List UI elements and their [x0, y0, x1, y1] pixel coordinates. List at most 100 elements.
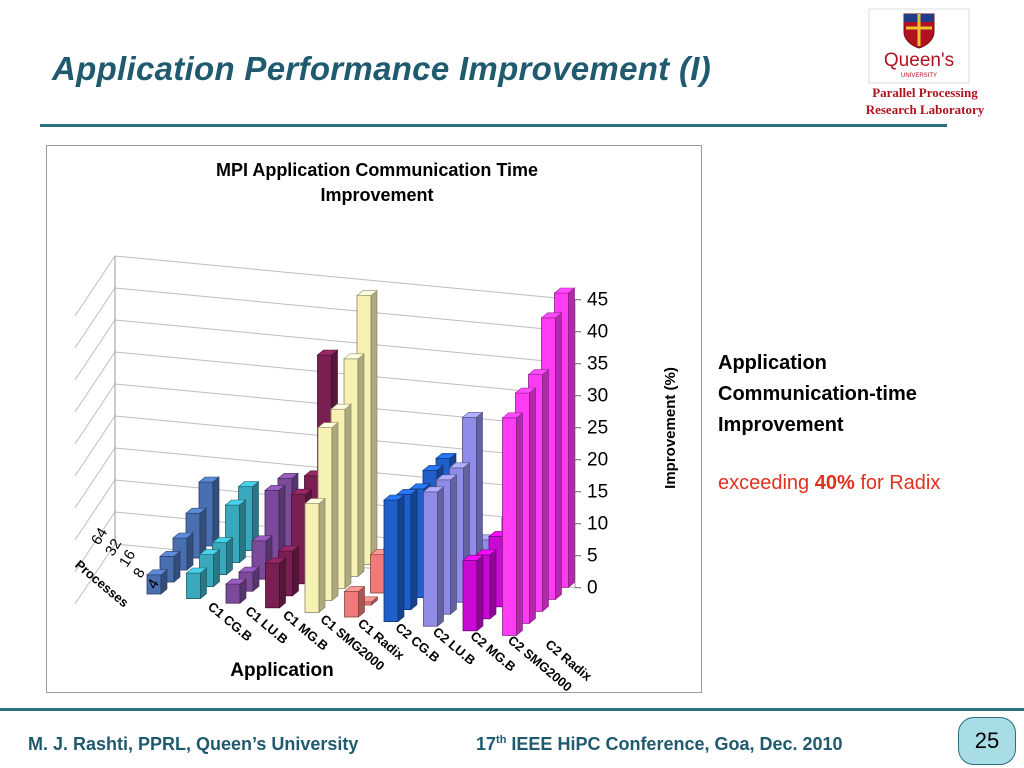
bar-top-face	[238, 566, 260, 573]
bar-c2-lu-b-p4	[383, 494, 405, 623]
depth-tick-label: 64	[88, 525, 111, 548]
bar-side-face	[568, 287, 575, 589]
chart-title-line1: MPI Application Communication Time	[216, 160, 538, 180]
chart-bars	[146, 287, 576, 637]
bar-c1-lu-b-p4	[185, 567, 208, 600]
grid-line	[74, 383, 116, 445]
bar-top-face	[356, 290, 378, 296]
side-highlight-pre: exceeding	[718, 472, 815, 494]
y-tick-label: 40	[587, 322, 608, 343]
bar-side-face	[370, 289, 378, 566]
bar-front-face	[502, 417, 517, 636]
y-tick-label: 5	[587, 546, 598, 567]
bar-top-face	[304, 498, 326, 504]
svg-text:Queen's: Queen's	[884, 50, 954, 71]
grid-line	[114, 255, 576, 301]
bar-top-face	[461, 412, 484, 418]
bar-front-face	[265, 562, 280, 609]
bar-top-face	[264, 557, 287, 564]
bar-top-face	[462, 555, 484, 561]
bar-top-face	[146, 569, 168, 576]
side-line-2: Communication-time	[718, 383, 917, 405]
bar-side-face	[212, 476, 220, 547]
grid-line	[74, 415, 116, 477]
bar-side-face	[437, 486, 444, 627]
side-line-1: Application	[718, 352, 827, 374]
depth-tick-label: 16	[116, 547, 139, 570]
bar-top-face	[185, 507, 207, 514]
bar-top-face	[317, 422, 339, 428]
bar-side-face	[397, 494, 405, 623]
bar-top-face	[475, 549, 497, 556]
footer-conference-sup: th	[496, 734, 507, 746]
bar-side-face	[186, 532, 194, 571]
bar-top-face	[277, 473, 299, 479]
side-highlight: exceeding 40% for Radix	[718, 472, 940, 495]
bar-top-face	[172, 532, 194, 539]
queens-logo: Queen's UNIVERSITY	[868, 8, 970, 84]
grid-line	[114, 319, 576, 365]
bar-c2-smg2000-p4	[462, 554, 484, 632]
chart-3d-column: MPI Application Communication Time Improv…	[72, 160, 679, 695]
page-number: 25	[958, 717, 1016, 765]
bar-front-face	[370, 554, 385, 594]
y-tick-label: 45	[587, 290, 608, 311]
bar-front-face	[462, 559, 478, 632]
footer-conference: 17th IEEE HiPC Conference, Goa, Dec. 201…	[476, 734, 843, 755]
side-highlight-post: for Radix	[854, 472, 941, 494]
x-tick-label: C1 MG.B	[280, 607, 331, 653]
bar-top-face	[198, 549, 221, 555]
footer-divider	[0, 708, 1024, 711]
bar-top-face	[237, 481, 260, 487]
bar-side-face	[239, 499, 246, 564]
grid-line	[74, 511, 116, 573]
grid-line	[74, 287, 116, 349]
slide-title: Application Performance Improvement (I)	[52, 50, 711, 87]
chart-title-line2: Improvement	[320, 185, 433, 205]
y-tick-label: 30	[587, 386, 608, 407]
footer-conference-text: IEEE HiPC Conference, Goa, Dec. 2010	[506, 734, 843, 754]
bar-top-face	[185, 567, 208, 574]
bar-top-face	[383, 494, 405, 501]
bar-c2-cg-b-p4	[343, 585, 366, 618]
bar-top-face	[409, 483, 431, 490]
bar-c1-cg-b-p4	[146, 569, 168, 595]
bar-top-face	[553, 287, 576, 294]
bar-c2-radix-p4	[501, 412, 524, 637]
bar-side-face	[410, 488, 418, 611]
bar-c1-smg2000-p4	[264, 557, 287, 609]
bar-side-face	[226, 536, 233, 576]
grid-line	[74, 543, 116, 605]
y-tick-label: 25	[587, 418, 608, 439]
bar-side-face	[542, 368, 549, 613]
bar-top-face	[540, 312, 563, 319]
bar-front-face	[423, 491, 438, 627]
bar-top-face	[159, 551, 181, 557]
grid-line	[74, 479, 116, 541]
bar-side-face	[318, 497, 326, 614]
bar-side-face	[344, 403, 352, 590]
bar-top-face	[501, 412, 524, 419]
bar-side-face	[279, 557, 286, 609]
bar-top-face	[264, 485, 286, 491]
lab-name: Parallel Processing Research Laboratory	[850, 84, 1000, 118]
bar-c1-radix-p4	[304, 497, 326, 614]
chart-x-axis-label: Application	[230, 660, 333, 681]
bar-top-face	[290, 488, 313, 495]
bar-side-face	[357, 353, 365, 578]
bar-side-face	[213, 548, 220, 588]
footer-conference-num: 17	[476, 734, 497, 754]
bar-top-face	[435, 453, 457, 459]
side-description: Application Communication-time Improveme…	[718, 348, 1018, 441]
y-tick-label: 10	[587, 514, 608, 535]
grid-line	[74, 255, 116, 317]
bar-side-face	[555, 312, 562, 601]
y-tick-label: 0	[587, 578, 598, 599]
bar-top-face	[198, 476, 220, 483]
bar-top-face	[343, 353, 365, 360]
bar-side-face	[489, 549, 497, 620]
chart-title: MPI Application Communication Time Improv…	[216, 160, 538, 205]
bar-top-face	[448, 462, 471, 469]
bar-top-face	[316, 349, 339, 356]
bar-front-face	[344, 590, 359, 618]
